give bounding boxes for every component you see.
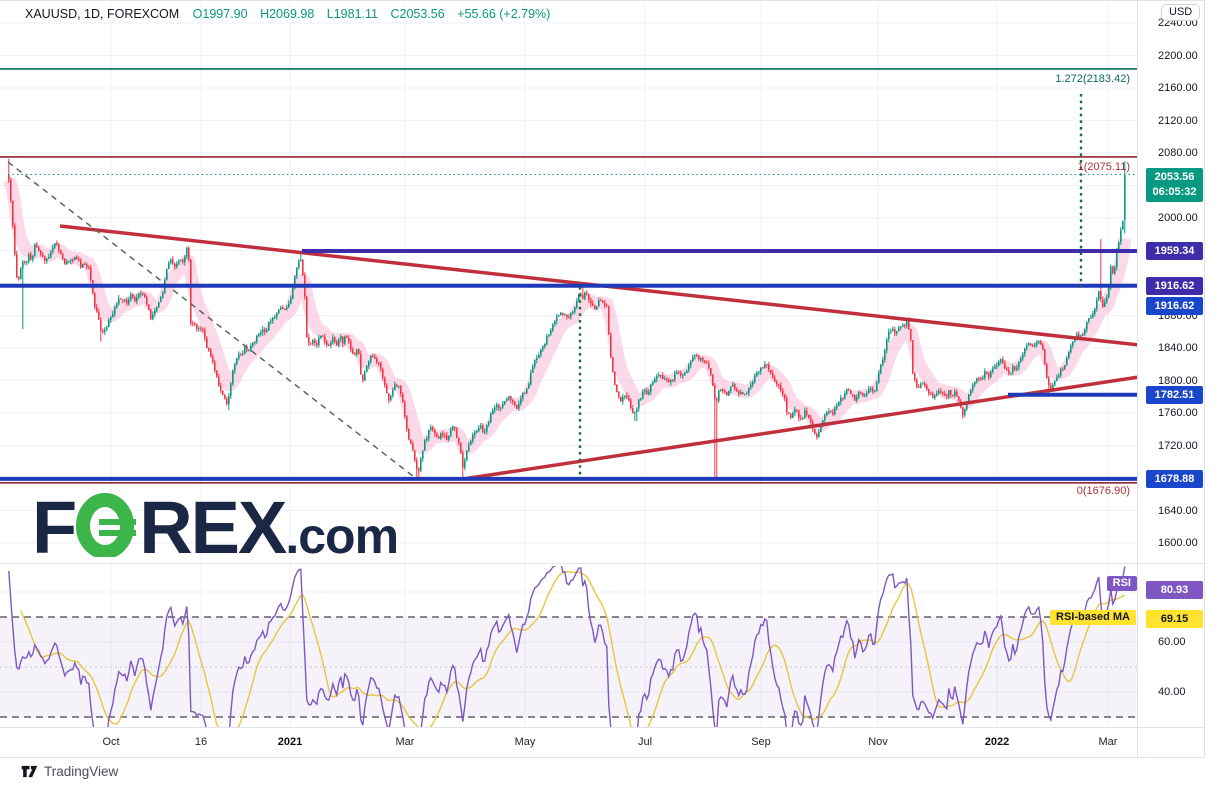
price-tick: 2200.00 <box>1158 49 1198 62</box>
tradingview-attribution[interactable]: TradingView <box>21 763 118 780</box>
time-tick: 2022 <box>984 736 1010 748</box>
price-tick: 2120.00 <box>1158 114 1198 127</box>
price-axis-badge: 1916.62 <box>1146 276 1203 295</box>
time-tick: 2021 <box>277 736 303 748</box>
price-tick: 2000.00 <box>1158 212 1198 224</box>
time-tick: Mar <box>1098 736 1118 748</box>
watermark-dot-com: .com <box>285 508 399 564</box>
dashed-downtrend <box>7 161 419 481</box>
symbol-legend[interactable]: XAUUSD, 1D, FOREXCOM O1997.90 H2069.98 L… <box>25 7 559 21</box>
price-axis-badge: 2053.56 06:05:32 <box>1146 168 1203 203</box>
time-tick: Sep <box>751 736 771 748</box>
tradingview-logo-icon <box>21 765 38 778</box>
gridlines <box>0 2 1137 727</box>
rsi-tick: 40.00 <box>1158 686 1186 698</box>
symbol-title: XAUUSD, 1D, FOREXCOM <box>25 7 180 21</box>
fib-level-label: 0(1676.90) <box>1076 484 1130 497</box>
ma-ribbon <box>2 177 1132 455</box>
price-tick: 2080.00 <box>1158 147 1198 159</box>
time-tick: Oct <box>102 736 120 748</box>
time-tick: Mar <box>395 736 415 748</box>
fib-retracement[interactable] <box>0 68 1137 484</box>
dotted-guides <box>8 94 1137 479</box>
price-axis-badge: 1959.34 <box>1146 242 1203 261</box>
price-tick: 1840.00 <box>1158 342 1198 354</box>
horizontal-levels[interactable] <box>0 249 1137 481</box>
time-tick: Nov <box>868 736 888 748</box>
rsi-tick: 60.00 <box>1158 636 1186 648</box>
ohlc-change: +55.66 (+2.79%) <box>457 7 551 21</box>
tradingview-label: TradingView <box>44 764 119 779</box>
forex-logo-o-icon <box>76 493 137 557</box>
rsi-ma-line <box>20 570 1126 727</box>
rsi-indicator-label[interactable]: RSI <box>1106 576 1137 591</box>
price-tick: 1640.00 <box>1158 504 1198 517</box>
fib-level-label: 1(2075.11) <box>1077 160 1130 173</box>
price-tick: 2160.00 <box>1158 82 1198 94</box>
rsi-ma-value-badge: 69.15 <box>1146 610 1203 629</box>
countdown-timer: 06:05:32 <box>1152 186 1197 199</box>
price-axis-badge: 1782.51 <box>1146 385 1203 404</box>
ohlc-close: C2053.56 <box>390 7 445 21</box>
pane-dividers <box>0 0 1205 758</box>
price-axis-badge: 1916.62 <box>1146 296 1203 315</box>
time-tick: May <box>514 736 536 748</box>
fib-level-label: 1.272(2183.42) <box>1055 72 1130 85</box>
forex-com-watermark: F REX .com <box>32 485 399 569</box>
rsi-value-badge: 80.93 <box>1146 580 1203 599</box>
price-tick: 1800.00 <box>1158 374 1198 387</box>
time-tick: Jul <box>637 736 653 748</box>
watermark-letters-rex: REX <box>139 485 287 569</box>
watermark-letter-f: F <box>32 485 77 569</box>
rsi-line <box>8 566 1126 727</box>
ohlc-open: O1997.90 <box>192 7 248 21</box>
price-tick: 1600.00 <box>1158 537 1198 549</box>
rsi-ma-indicator-label[interactable]: RSI-based MA <box>1050 610 1136 625</box>
ohlc-high: H2069.98 <box>260 7 315 21</box>
rsi-pane-series <box>8 566 1126 727</box>
ascending-support <box>462 375 1137 481</box>
time-axis[interactable] <box>0 728 1137 757</box>
price-tick: 1720.00 <box>1158 439 1198 452</box>
currency-unit-button[interactable]: USD <box>1161 4 1201 21</box>
time-tick: 16 <box>194 736 208 748</box>
price-axis-badge: 1678.88 <box>1146 469 1203 488</box>
ohlc-low: L1981.11 <box>326 7 378 21</box>
price-tick: 1760.00 <box>1158 407 1198 419</box>
